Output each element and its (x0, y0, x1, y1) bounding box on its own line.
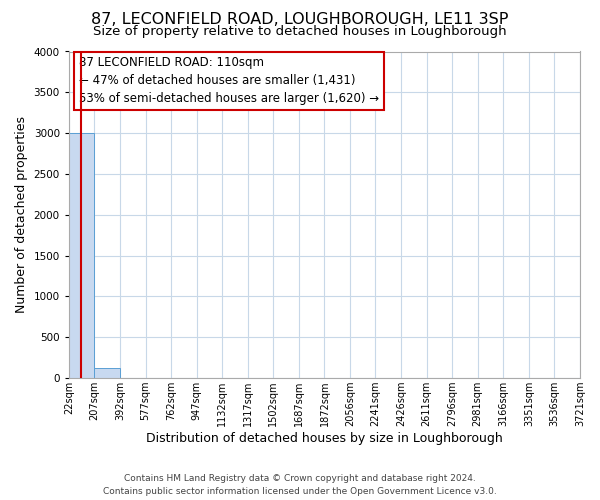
Bar (69, 133, 94, 378)
X-axis label: Distribution of detached houses by size in Loughborough: Distribution of detached houses by size … (146, 432, 503, 445)
Text: Contains HM Land Registry data © Crown copyright and database right 2024.
Contai: Contains HM Land Registry data © Crown c… (103, 474, 497, 496)
Y-axis label: Number of detached properties: Number of detached properties (15, 116, 28, 314)
Text: 87 LECONFIELD ROAD: 110sqm
← 47% of detached houses are smaller (1,431)
53% of s: 87 LECONFIELD ROAD: 110sqm ← 47% of deta… (79, 56, 379, 106)
Bar (94, 368, 120, 378)
Text: Size of property relative to detached houses in Loughborough: Size of property relative to detached ho… (93, 25, 507, 38)
Text: 87, LECONFIELD ROAD, LOUGHBOROUGH, LE11 3SP: 87, LECONFIELD ROAD, LOUGHBOROUGH, LE11 … (91, 12, 509, 28)
